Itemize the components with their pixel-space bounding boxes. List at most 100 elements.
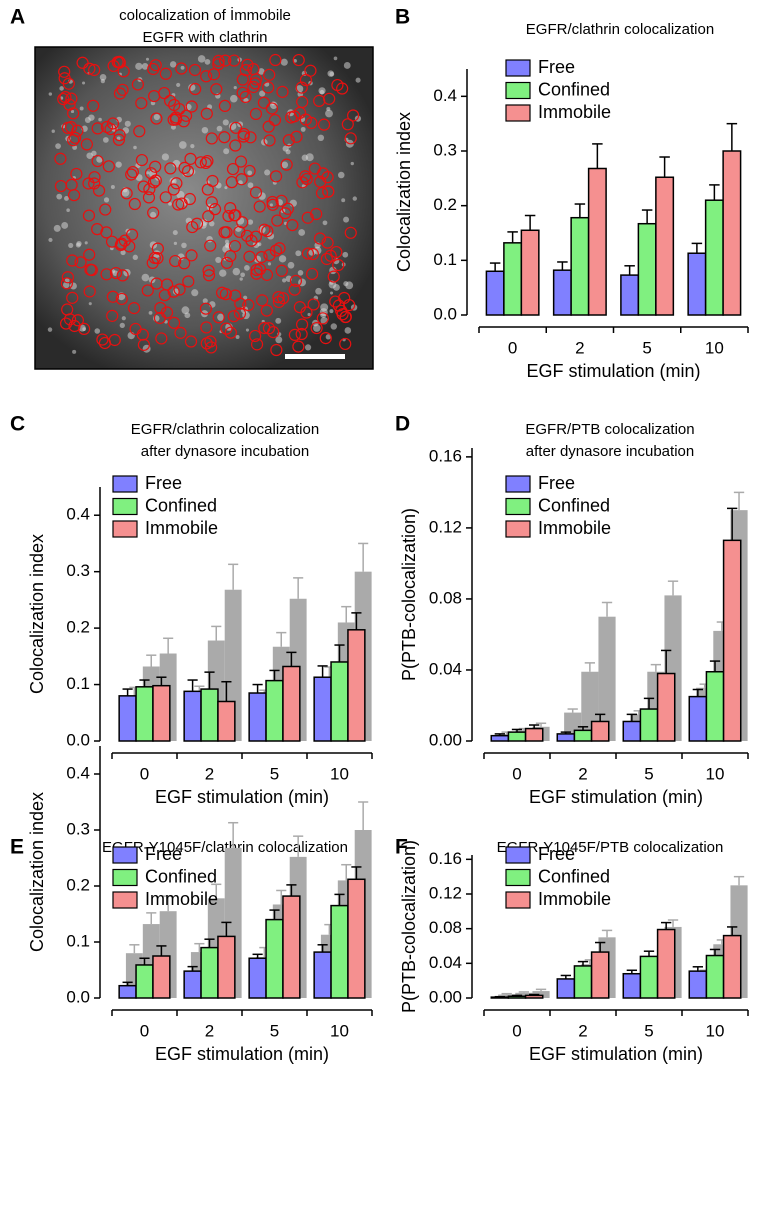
- colocalization-marker: [316, 312, 329, 325]
- bar: [573, 729, 593, 742]
- legend-swatch: [112, 846, 138, 864]
- spot: [172, 230, 178, 236]
- colocalization-marker: [292, 340, 305, 353]
- y-tick-label: 0.4: [433, 86, 457, 105]
- spot: [173, 241, 178, 245]
- colocalization-marker: [200, 337, 213, 350]
- bar: [688, 695, 708, 742]
- spot: [258, 68, 265, 75]
- panel-letter: F: [395, 836, 408, 859]
- spot: [225, 243, 230, 247]
- bar: [282, 895, 301, 999]
- colocalization-marker: [65, 92, 78, 105]
- legend-swatch: [112, 475, 138, 493]
- colocalization-marker: [295, 81, 308, 94]
- x-axis-label: EGF stimulation (min): [526, 361, 700, 381]
- colocalization-marker: [226, 162, 240, 176]
- y-tick-label: 0.4: [66, 763, 90, 782]
- colocalization-marker: [288, 328, 301, 341]
- colocalization-marker: [202, 210, 215, 223]
- colocalization-marker: [194, 156, 207, 169]
- spot: [224, 186, 228, 190]
- x-axis-label: EGF stimulation (min): [529, 1044, 703, 1064]
- colocalization-marker: [336, 82, 349, 95]
- colocalization-marker: [310, 207, 323, 221]
- legend-swatch: [505, 520, 531, 538]
- colocalization-marker: [125, 168, 138, 181]
- chart-title: colocalization of İmmobile: [119, 6, 291, 24]
- colocalization-marker: [249, 107, 263, 121]
- colocalization-marker: [183, 192, 196, 206]
- colocalization-marker: [150, 277, 163, 290]
- spot: [280, 58, 288, 66]
- spot: [47, 327, 53, 332]
- bar: [704, 199, 724, 316]
- colocalization-marker: [341, 118, 354, 131]
- colocalization-marker: [83, 285, 96, 298]
- spot: [235, 335, 240, 339]
- y-tick-label: 0.4: [66, 505, 90, 524]
- bar: [687, 252, 707, 316]
- colocalization-marker: [83, 248, 96, 261]
- colocalization-marker: [61, 271, 74, 284]
- colocalization-marker: [233, 307, 247, 320]
- colocalization-marker: [236, 216, 249, 229]
- legend-swatch: [505, 475, 531, 493]
- bar: [265, 918, 284, 999]
- spot: [201, 126, 209, 134]
- y-axis-label: Colocalization index: [394, 112, 414, 272]
- colocalization-marker: [300, 172, 313, 186]
- bar: [722, 150, 742, 316]
- colocalization-marker: [290, 130, 303, 143]
- colocalization-marker: [142, 191, 156, 204]
- colocalization-marker: [128, 302, 141, 315]
- spot: [247, 219, 254, 225]
- bar: [490, 734, 510, 742]
- spot: [355, 77, 361, 83]
- colocalization-marker: [200, 321, 213, 334]
- spot: [119, 322, 125, 329]
- colocalization-marker: [275, 264, 288, 277]
- colocalization-marker: [256, 294, 269, 307]
- bar: [217, 700, 236, 742]
- colocalization-marker: [335, 304, 348, 317]
- spot: [64, 196, 69, 201]
- spot: [82, 81, 86, 85]
- spot: [319, 89, 325, 95]
- spot: [148, 310, 153, 315]
- colocalization-marker: [82, 209, 96, 222]
- colocalization-marker: [339, 337, 352, 351]
- colocalization-marker: [173, 283, 186, 296]
- bar: [183, 970, 202, 999]
- spot: [132, 254, 138, 261]
- bar: [590, 951, 610, 999]
- colocalization-marker: [199, 156, 212, 170]
- y-tick-label: 0.3: [66, 561, 90, 580]
- colocalization-marker: [205, 341, 218, 354]
- x-tick-label: 10: [705, 338, 724, 357]
- bar: [347, 878, 366, 999]
- chart-title: after dynasore incubation: [526, 443, 694, 460]
- colocalization-marker: [108, 333, 121, 347]
- y-tick-label: 0.12: [429, 517, 462, 536]
- x-tick-label: 10: [706, 764, 725, 783]
- spot: [300, 126, 306, 132]
- spot: [343, 216, 350, 223]
- colocalization-marker: [329, 295, 342, 308]
- colocalization-marker: [202, 269, 216, 282]
- colocalization-marker: [258, 223, 271, 236]
- colocalization-marker: [253, 200, 266, 213]
- bar: [200, 688, 219, 742]
- chart-title: EGFR/PTB colocalization: [525, 421, 694, 438]
- spot: [141, 63, 149, 70]
- spot: [341, 198, 346, 203]
- colocalization-marker: [96, 333, 109, 346]
- y-axis-label: P(PTB-colocalization): [399, 508, 419, 681]
- colocalization-marker: [106, 290, 120, 303]
- legend-label: Confined: [538, 495, 610, 515]
- spot: [229, 94, 238, 103]
- y-tick-label: 0.3: [433, 140, 457, 159]
- colocalization-marker: [277, 292, 290, 305]
- colocalization-marker: [239, 64, 252, 77]
